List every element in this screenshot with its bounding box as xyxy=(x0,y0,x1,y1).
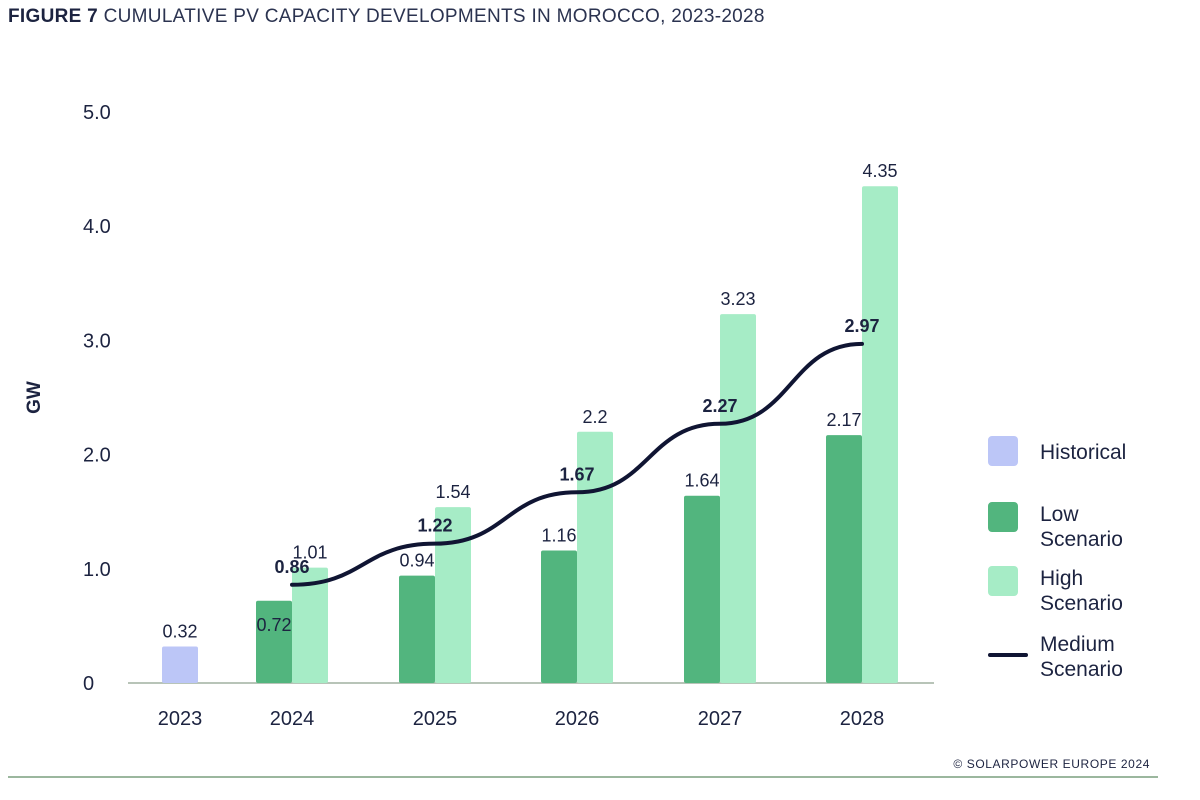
data-label-high: 1.54 xyxy=(435,482,470,502)
legend-label-historical: Historical xyxy=(1040,441,1127,464)
bar-low-scenario xyxy=(684,495,720,683)
x-tick-label: 2027 xyxy=(698,708,743,730)
bar-low-scenario xyxy=(399,575,435,683)
legend-swatch-historical xyxy=(988,436,1018,466)
data-label-low: 0.72 xyxy=(256,615,291,635)
bar-high-scenario xyxy=(577,431,613,683)
data-label-high: 2.2 xyxy=(582,407,607,427)
data-label-medium: 1.22 xyxy=(417,516,452,536)
bar-low-scenario xyxy=(256,600,292,683)
bar-high-scenario xyxy=(292,567,328,683)
data-label-historical: 0.32 xyxy=(162,621,197,641)
data-label-low: 2.17 xyxy=(826,410,861,430)
y-tick-label: 1.0 xyxy=(83,559,111,581)
x-tick-label: 2024 xyxy=(270,708,315,730)
data-label-medium: 2.27 xyxy=(702,396,737,416)
data-label-medium: 1.67 xyxy=(559,464,594,484)
legend-label-low: Low Scenario xyxy=(1040,503,1123,551)
y-tick-label: 4.0 xyxy=(83,216,111,238)
line-medium-scenario xyxy=(290,341,864,587)
y-tick-label: 5.0 xyxy=(83,102,111,124)
x-tick-label: 2025 xyxy=(413,708,458,730)
data-label-low: 0.94 xyxy=(399,551,434,571)
y-tick-label: 2.0 xyxy=(83,445,111,467)
figure-title-text: CUMULATIVE PV CAPACITY DEVELOPMENTS IN M… xyxy=(103,6,765,27)
data-label-low: 1.16 xyxy=(541,526,576,546)
bar-historical xyxy=(162,646,198,683)
bar-low-scenario xyxy=(541,550,577,683)
legend-swatch-low xyxy=(988,502,1018,532)
y-tick-label: 3.0 xyxy=(83,330,111,352)
figure-title: FIGURE 7 CUMULATIVE PV CAPACITY DEVELOPM… xyxy=(8,6,765,28)
copyright-notice: © SOLARPOWER EUROPE 2024 xyxy=(953,757,1150,771)
legend-label-high: High Scenario xyxy=(1040,567,1123,615)
x-tick-label: 2028 xyxy=(840,708,885,730)
data-label-low: 1.64 xyxy=(684,471,719,491)
legend-item-medium: Medium Scenario xyxy=(988,632,1160,682)
bar-low-scenario xyxy=(826,435,862,683)
legend-item-low: Low Scenario xyxy=(988,502,1160,552)
bar-high-scenario xyxy=(435,507,471,683)
footer-divider xyxy=(8,776,1158,778)
data-label-medium: 2.97 xyxy=(844,316,879,336)
legend-swatch-high xyxy=(988,566,1018,596)
data-label-high: 4.35 xyxy=(862,161,897,181)
legend-item-high: High Scenario xyxy=(988,566,1160,616)
y-tick-label: 0 xyxy=(83,673,94,695)
data-label-high: 1.01 xyxy=(292,543,327,563)
data-label-medium: 0.86 xyxy=(274,557,309,577)
bar-high-scenario xyxy=(720,314,756,683)
x-tick-label: 2023 xyxy=(158,708,203,730)
figure-number: FIGURE 7 xyxy=(8,6,99,27)
legend-item-historical: Historical xyxy=(988,436,1160,466)
y-axis-label: GW xyxy=(24,381,45,414)
legend-line-medium xyxy=(988,653,1028,657)
legend-label-medium: Medium Scenario xyxy=(1040,633,1123,681)
x-tick-label: 2026 xyxy=(555,708,600,730)
bar-high-scenario xyxy=(862,186,898,684)
data-label-high: 3.23 xyxy=(720,289,755,309)
